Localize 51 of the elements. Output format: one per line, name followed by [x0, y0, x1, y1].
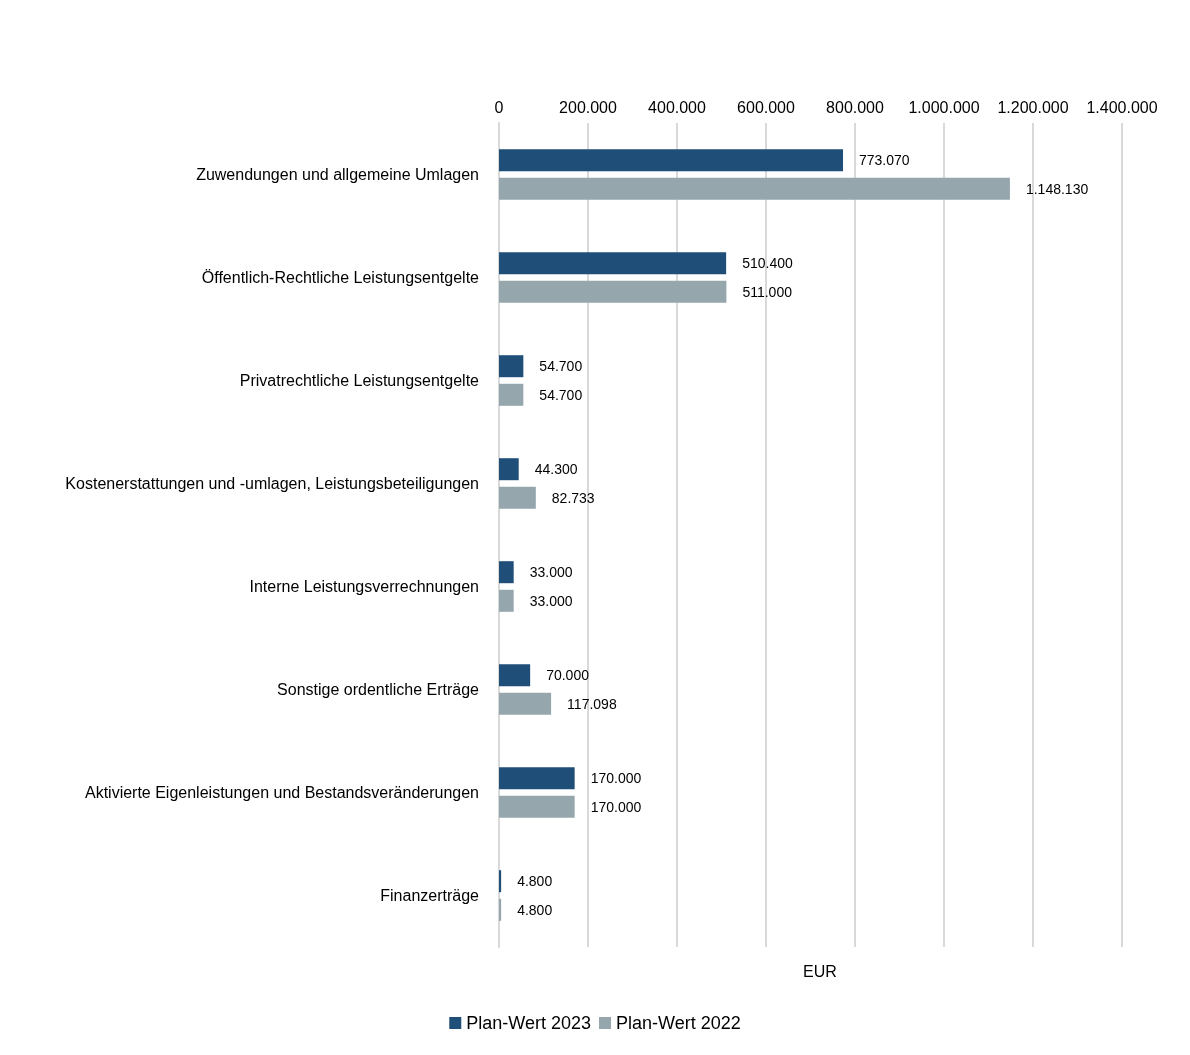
x-tick-label: 1.200.000 [997, 98, 1069, 116]
bar [499, 177, 1010, 200]
data-label: 1.148.130 [1025, 180, 1089, 197]
data-label: 33.000 [529, 564, 573, 581]
data-label: 773.070 [859, 152, 910, 169]
y-tick-label: Zuwendungen und allgemeine Umlagen [196, 166, 479, 183]
bar [499, 355, 524, 378]
y-tick-label: Privatrechtliche Leistungsentgelte [239, 372, 480, 389]
x-tick-label: 200.000 [559, 98, 618, 116]
x-axis-title: EUR [803, 962, 837, 980]
y-tick-label: Sonstige ordentliche Erträge [277, 681, 480, 698]
bar [499, 252, 727, 275]
bar [499, 486, 536, 509]
x-tick-label: 400.000 [648, 98, 707, 116]
y-tick-label: Kostenerstattungen und -umlagen, Leistungsbeteiligungen [65, 475, 479, 492]
bar [499, 692, 552, 715]
data-label: 117.098 [567, 695, 617, 712]
data-label: 4.800 [517, 901, 553, 918]
legend-label: Plan-Wert 2023 [466, 1013, 591, 1033]
bar [499, 664, 531, 687]
bar [499, 280, 727, 303]
data-label: 170.000 [590, 798, 642, 815]
y-tick-label: Finanzerträge [380, 887, 480, 904]
data-label: 4.800 [517, 873, 553, 890]
bar [499, 458, 519, 481]
bar [499, 561, 514, 584]
data-label: 44.300 [534, 461, 578, 478]
data-label: 54.700 [539, 358, 583, 375]
y-tick-label: Öffentlich-Rechtliche Leistungsentgelte [201, 269, 480, 286]
data-label: 510.400 [742, 255, 793, 272]
x-tick-label: 800.000 [826, 98, 885, 116]
data-label: 33.000 [529, 592, 573, 609]
data-label: 170.000 [590, 770, 642, 787]
data-label: 511.000 [742, 283, 793, 300]
y-tick-label: Interne Leistungsverrechnungen [249, 578, 479, 595]
bar [499, 149, 844, 172]
x-tick-label: 1.000.000 [908, 98, 980, 116]
data-label: 82.733 [551, 489, 595, 506]
bar [499, 898, 502, 921]
legend-label: Plan-Wert 2022 [616, 1013, 741, 1033]
x-tick-label: 600.000 [737, 98, 796, 116]
bar [499, 589, 514, 612]
x-tick-label: 0 [494, 98, 504, 116]
y-tick-label: Aktivierte Eigenleistungen und Bestandsveränderungen [84, 784, 479, 801]
data-label: 54.700 [539, 386, 583, 403]
data-label: 70.000 [546, 667, 590, 684]
bar [499, 795, 575, 818]
bar [499, 767, 575, 790]
bar [499, 870, 502, 893]
x-tick-label: 1.400.000 [1086, 98, 1158, 116]
bar [499, 383, 524, 406]
